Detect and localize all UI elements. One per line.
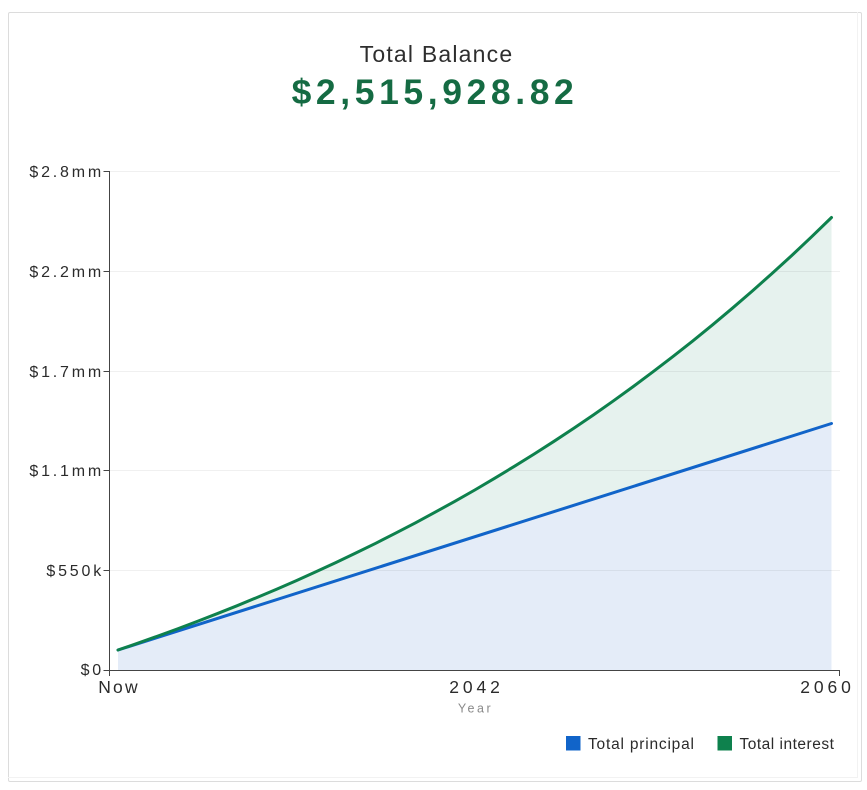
- svg-text:2042: 2042: [449, 677, 504, 697]
- svg-text:Total Balance: Total Balance: [360, 41, 514, 67]
- svg-text:Now: Now: [98, 677, 140, 697]
- svg-text:Total principal: Total principal: [588, 736, 695, 753]
- svg-text:$2,515,928.82: $2,515,928.82: [292, 72, 579, 112]
- svg-text:$2.8mm: $2.8mm: [29, 164, 104, 181]
- svg-text:2060: 2060: [800, 677, 855, 697]
- svg-text:Total interest: Total interest: [740, 736, 835, 753]
- svg-text:$0: $0: [81, 662, 104, 679]
- svg-text:$1.7mm: $1.7mm: [29, 364, 104, 381]
- svg-text:$2.2mm: $2.2mm: [29, 264, 104, 281]
- svg-text:$1.1mm: $1.1mm: [29, 463, 104, 480]
- svg-text:$550k: $550k: [46, 563, 104, 580]
- svg-text:Year: Year: [458, 702, 493, 716]
